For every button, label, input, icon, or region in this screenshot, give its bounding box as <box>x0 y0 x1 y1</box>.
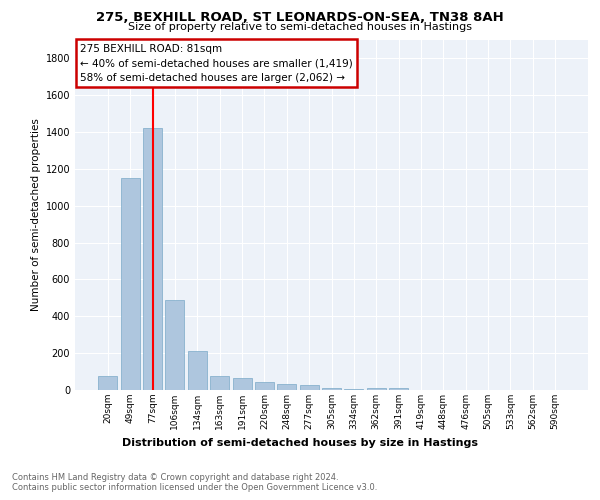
Bar <box>188 352 207 390</box>
Bar <box>233 378 251 390</box>
Y-axis label: Number of semi-detached properties: Number of semi-detached properties <box>31 118 41 312</box>
Bar <box>367 388 386 390</box>
Text: Size of property relative to semi-detached houses in Hastings: Size of property relative to semi-detach… <box>128 22 472 32</box>
Bar <box>143 128 162 390</box>
Bar <box>98 376 118 390</box>
Bar <box>299 386 319 390</box>
Text: 275 BEXHILL ROAD: 81sqm
← 40% of semi-detached houses are smaller (1,419)
58% of: 275 BEXHILL ROAD: 81sqm ← 40% of semi-de… <box>80 44 353 83</box>
Text: Contains public sector information licensed under the Open Government Licence v3: Contains public sector information licen… <box>12 484 377 492</box>
Text: 275, BEXHILL ROAD, ST LEONARDS-ON-SEA, TN38 8AH: 275, BEXHILL ROAD, ST LEONARDS-ON-SEA, T… <box>96 11 504 24</box>
Text: Distribution of semi-detached houses by size in Hastings: Distribution of semi-detached houses by … <box>122 438 478 448</box>
Bar <box>255 382 274 390</box>
Bar <box>344 389 364 390</box>
Bar <box>322 388 341 390</box>
Text: Contains HM Land Registry data © Crown copyright and database right 2024.: Contains HM Land Registry data © Crown c… <box>12 472 338 482</box>
Bar <box>121 178 140 390</box>
Bar <box>210 376 229 390</box>
Bar <box>389 388 408 390</box>
Bar <box>277 384 296 390</box>
Bar <box>166 300 184 390</box>
